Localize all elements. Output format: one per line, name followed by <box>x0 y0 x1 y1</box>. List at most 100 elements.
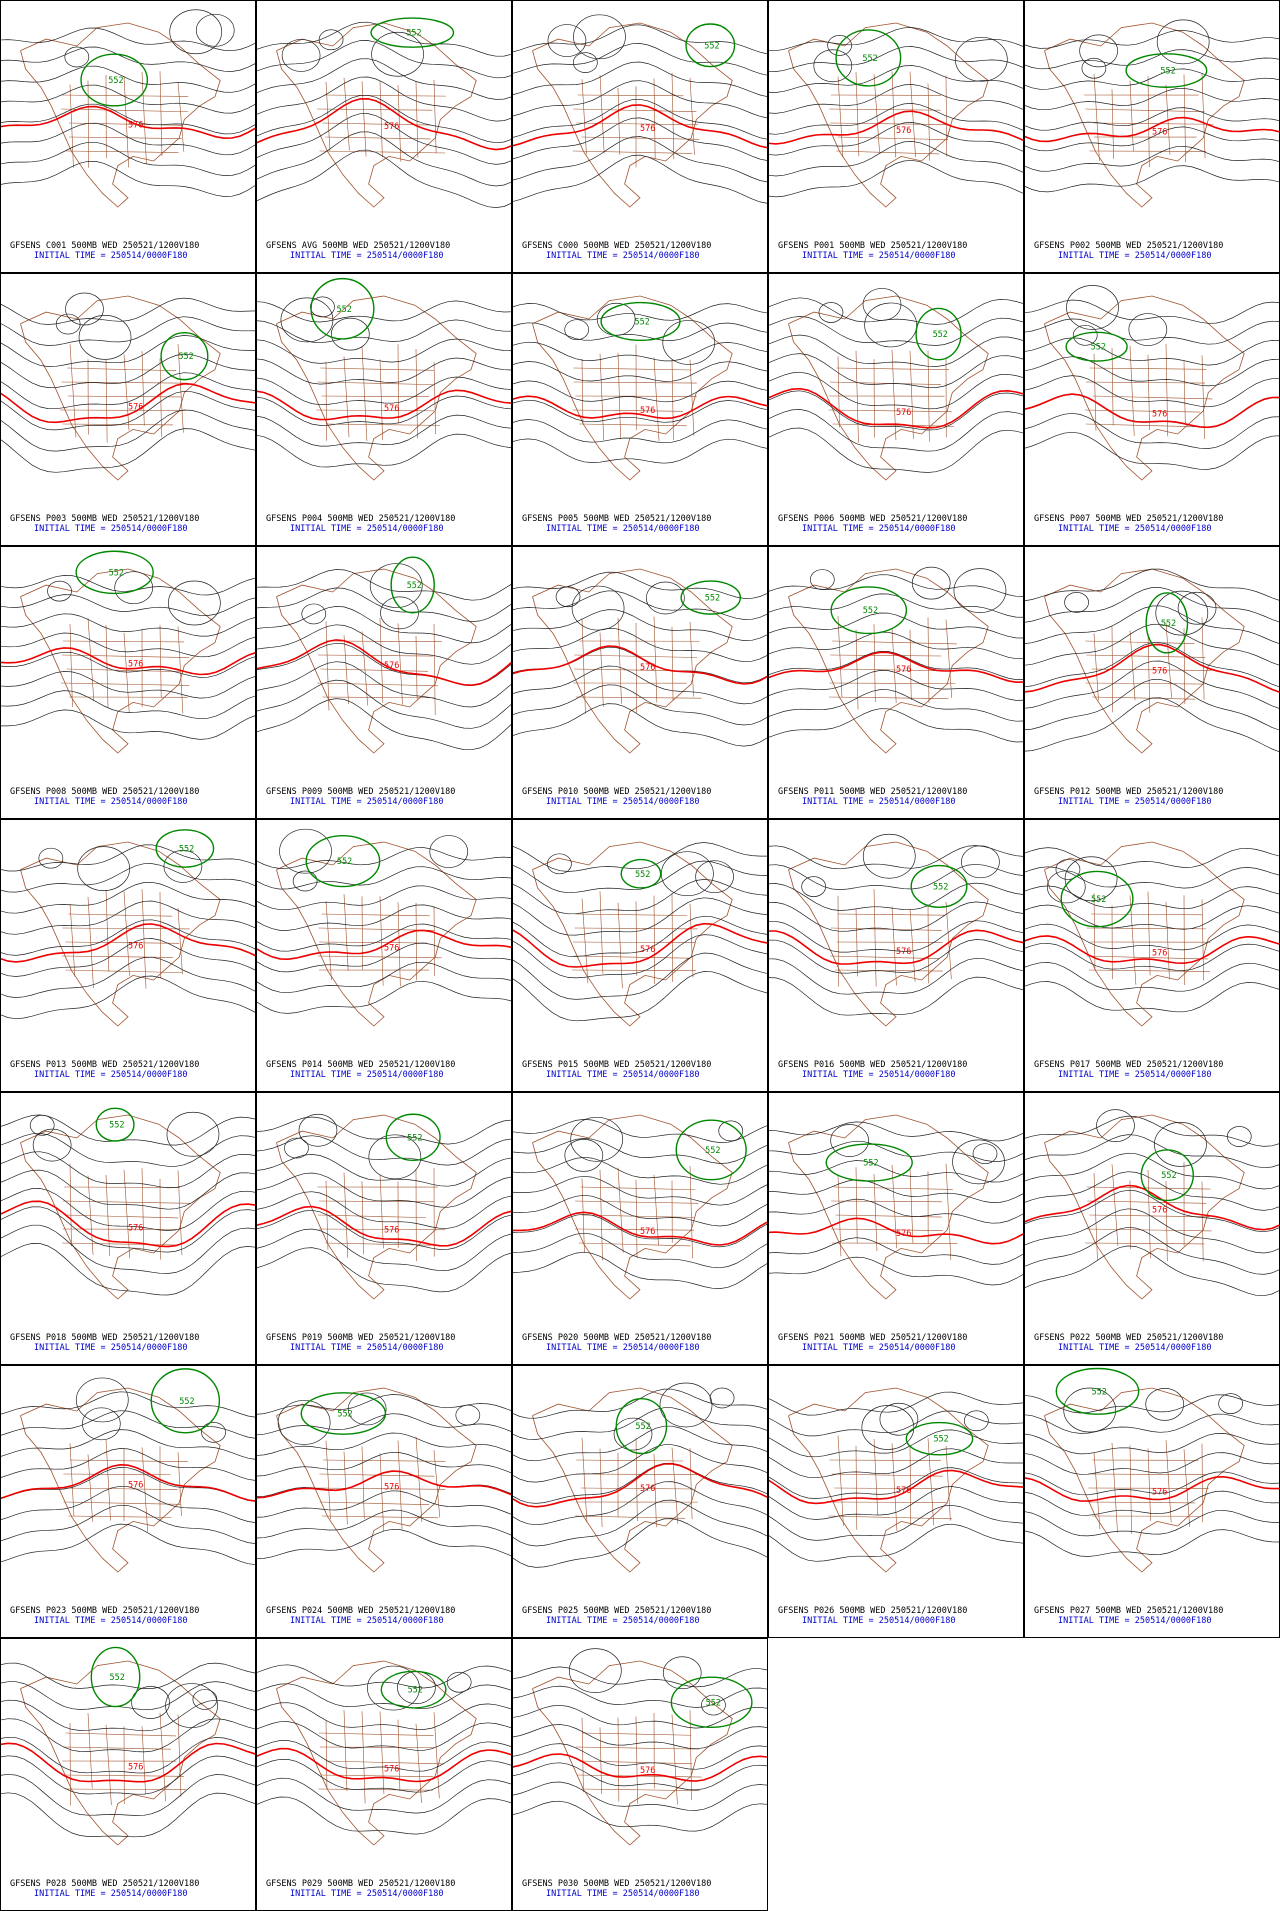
contour <box>1025 1490 1279 1516</box>
map-panel: 552 576 GFSENS P016 500MB WED 250521/1200V… <box>768 819 1024 1092</box>
contour-552 <box>620 858 662 889</box>
border-line <box>379 617 384 703</box>
border-line <box>105 1724 112 1806</box>
border-line <box>318 1732 434 1736</box>
coastline <box>788 1114 989 1300</box>
contour-552 <box>150 1368 221 1434</box>
contour <box>368 1134 422 1180</box>
contour-label: 552 <box>178 352 193 362</box>
contour-label: 576 <box>128 120 143 130</box>
contour <box>718 1120 744 1142</box>
panel-border <box>512 546 768 819</box>
map-panel: 552 576 GFSENS P012 500MB WED 250521/1200V… <box>1024 546 1280 819</box>
coastline <box>1044 841 1245 1027</box>
border-line <box>63 1487 178 1490</box>
contour <box>571 585 625 631</box>
contour <box>695 860 734 894</box>
contour <box>513 1743 767 1770</box>
contour <box>1 844 255 872</box>
contour <box>55 313 81 335</box>
contour <box>513 934 767 979</box>
contour <box>1 1718 255 1753</box>
contour <box>1 84 255 114</box>
panel-title: GFSENS P030 500MB WED 250521/1200V180 <box>522 1879 711 1889</box>
contour <box>769 920 1023 953</box>
panel-subtitle: INITIAL TIME = 250514/0000F180 <box>802 1070 956 1080</box>
border-line <box>909 1446 912 1525</box>
contour <box>769 409 1023 452</box>
contour-552 <box>905 1421 974 1456</box>
contour-label: 552 <box>110 1673 125 1683</box>
contour <box>318 29 344 51</box>
contour <box>279 828 332 874</box>
panel-subtitle: INITIAL TIME = 250514/0000F180 <box>290 797 444 807</box>
panel-border <box>1024 273 1280 546</box>
border-line <box>909 71 916 158</box>
contour <box>257 885 511 911</box>
border-line <box>828 696 949 699</box>
contour <box>769 1486 1023 1520</box>
contour-label: 576 <box>640 1484 655 1494</box>
contour <box>1 1755 255 1795</box>
contour <box>81 1407 121 1441</box>
contour-552 <box>1055 1367 1140 1415</box>
map-layer: 552 576 <box>1025 1367 1279 1573</box>
contour <box>257 1209 511 1250</box>
border-line <box>1183 628 1186 705</box>
border-line <box>361 631 369 706</box>
contour <box>513 1119 767 1143</box>
coastline <box>532 22 733 208</box>
contour-576 <box>769 651 1023 684</box>
border-line <box>830 927 942 931</box>
contour <box>301 603 327 625</box>
contour-label: 576 <box>896 665 911 675</box>
border-line <box>1089 367 1207 370</box>
border-line <box>581 1788 700 1791</box>
contour-label: 576 <box>128 1223 143 1233</box>
border-line <box>319 150 446 154</box>
map-layer: 552 576 <box>1025 568 1279 754</box>
border-line <box>575 1200 699 1204</box>
map-panel: 552 576 GFSENS P002 500MB WED 250521/1200V… <box>1024 0 1280 273</box>
contour-label: 576 <box>896 947 911 957</box>
border-line <box>1088 1501 1196 1504</box>
contour <box>964 1410 989 1432</box>
contour <box>568 1648 622 1693</box>
map-layer: 552 576 <box>769 1387 1023 1573</box>
contour <box>1 1410 255 1439</box>
contour <box>257 395 511 426</box>
border-line <box>318 654 434 657</box>
panel-title: GFSENS P001 500MB WED 250521/1200V180 <box>778 241 967 251</box>
contour <box>769 882 1023 911</box>
contour <box>513 322 767 341</box>
border-line <box>689 1710 692 1800</box>
contour-552 <box>910 864 968 908</box>
contour <box>455 1404 481 1426</box>
contour-label: 552 <box>337 1409 352 1419</box>
contour-label: 552 <box>407 581 422 591</box>
contour <box>1 428 255 473</box>
contour <box>513 154 767 204</box>
border-line <box>927 904 929 984</box>
contour <box>77 846 131 891</box>
panel-title: GFSENS P029 500MB WED 250521/1200V180 <box>266 1879 455 1889</box>
border-line <box>61 94 189 97</box>
contour <box>1025 145 1279 172</box>
map-layer: 552 576 <box>257 277 511 481</box>
contour-label: 576 <box>640 1766 655 1776</box>
contour-552 <box>685 23 736 68</box>
contour <box>1 1504 255 1544</box>
border-line <box>1087 1200 1207 1204</box>
border-line <box>141 1168 145 1251</box>
border-line <box>123 632 130 713</box>
contour <box>1081 57 1107 79</box>
border-line <box>573 108 697 113</box>
contour <box>769 427 1023 473</box>
contour <box>769 122 1023 156</box>
border-line <box>415 348 418 439</box>
map-layer: 552 576 <box>1025 841 1279 1027</box>
contour <box>513 609 767 641</box>
contour-label: 552 <box>862 54 877 64</box>
contour-label: 576 <box>896 1229 911 1239</box>
panel-border <box>512 1365 768 1638</box>
